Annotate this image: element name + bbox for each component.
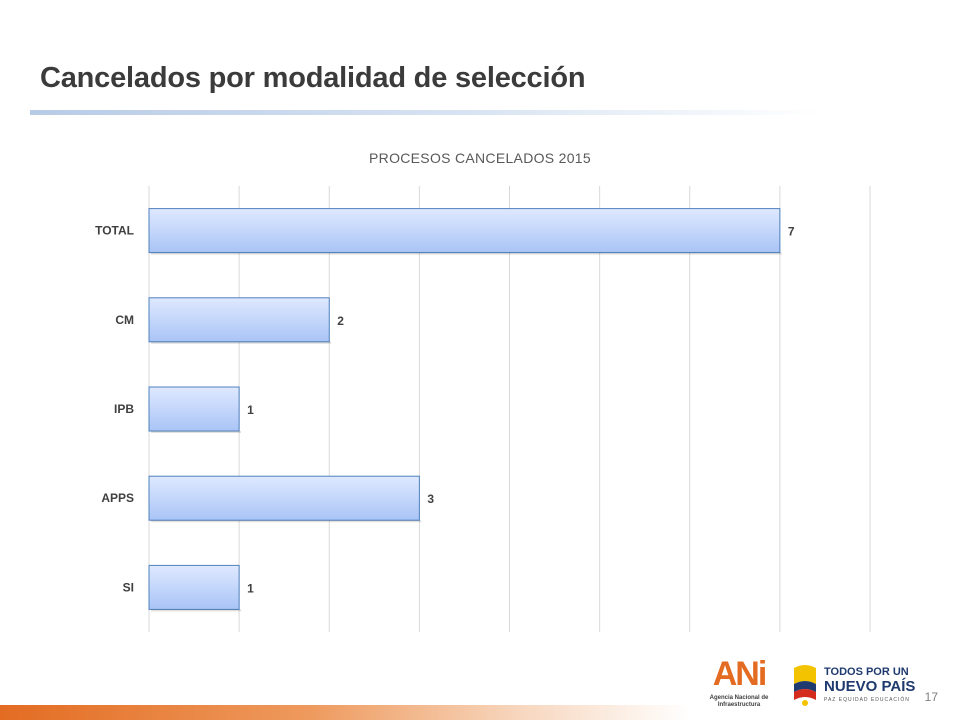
bar-cm	[148, 297, 330, 343]
government-slogan-line1: TODOS POR UN	[824, 666, 909, 678]
bar-apps	[148, 475, 420, 521]
category-label-ipb: IPB	[114, 402, 134, 416]
government-logo: TODOS POR UN NUEVO PAÍS PAZ EQUIDAD EDUC…	[790, 660, 930, 715]
government-slogan-line2: NUEVO PAÍS	[824, 678, 916, 695]
chart-title: PROCESOS CANCELADOS 2015	[369, 150, 591, 166]
bar-shadow	[151, 341, 332, 344]
value-label-total: 7	[788, 225, 795, 239]
title-underline	[30, 110, 820, 115]
bar-shadow	[151, 252, 782, 255]
value-label-cm: 2	[337, 314, 344, 328]
ani-logo: ANi Agencia Nacional de Infraestructura	[708, 655, 770, 713]
ani-subtitle-line1: Agencia Nacional de	[709, 695, 769, 701]
ani-subtitle-line2: Infraestructura	[717, 702, 761, 708]
slide-title: Cancelados por modalidad de selección	[40, 62, 586, 94]
value-label-si: 1	[247, 581, 254, 595]
government-slogan-line3: PAZ EQUIDAD EDUCACIÓN	[824, 697, 910, 703]
page-number: 17	[924, 690, 938, 704]
bar-ipb	[148, 386, 240, 432]
category-label-apps: APPS	[101, 491, 134, 505]
category-label-cm: CM	[115, 313, 134, 327]
category-label-total: TOTAL	[95, 224, 134, 238]
ani-logo-subtitle: Agencia Nacional de Infraestructura	[708, 695, 770, 709]
bar-si	[148, 564, 240, 610]
bars	[148, 208, 782, 612]
value-label-apps: 3	[427, 492, 434, 506]
bar-total	[148, 208, 781, 254]
bar-shadow	[151, 520, 422, 523]
footer-bar	[0, 705, 690, 720]
colombia-flag-icon	[794, 665, 816, 706]
labels: TOTAL 7 CM 2 IPB 1 APPS 3 SI 1	[95, 224, 795, 596]
category-label-si: SI	[123, 580, 134, 594]
bar-shadow	[151, 609, 242, 612]
value-label-ipb: 1	[247, 403, 254, 417]
bar-shadow	[151, 431, 242, 433]
ani-logo-mark: ANi	[712, 655, 768, 693]
